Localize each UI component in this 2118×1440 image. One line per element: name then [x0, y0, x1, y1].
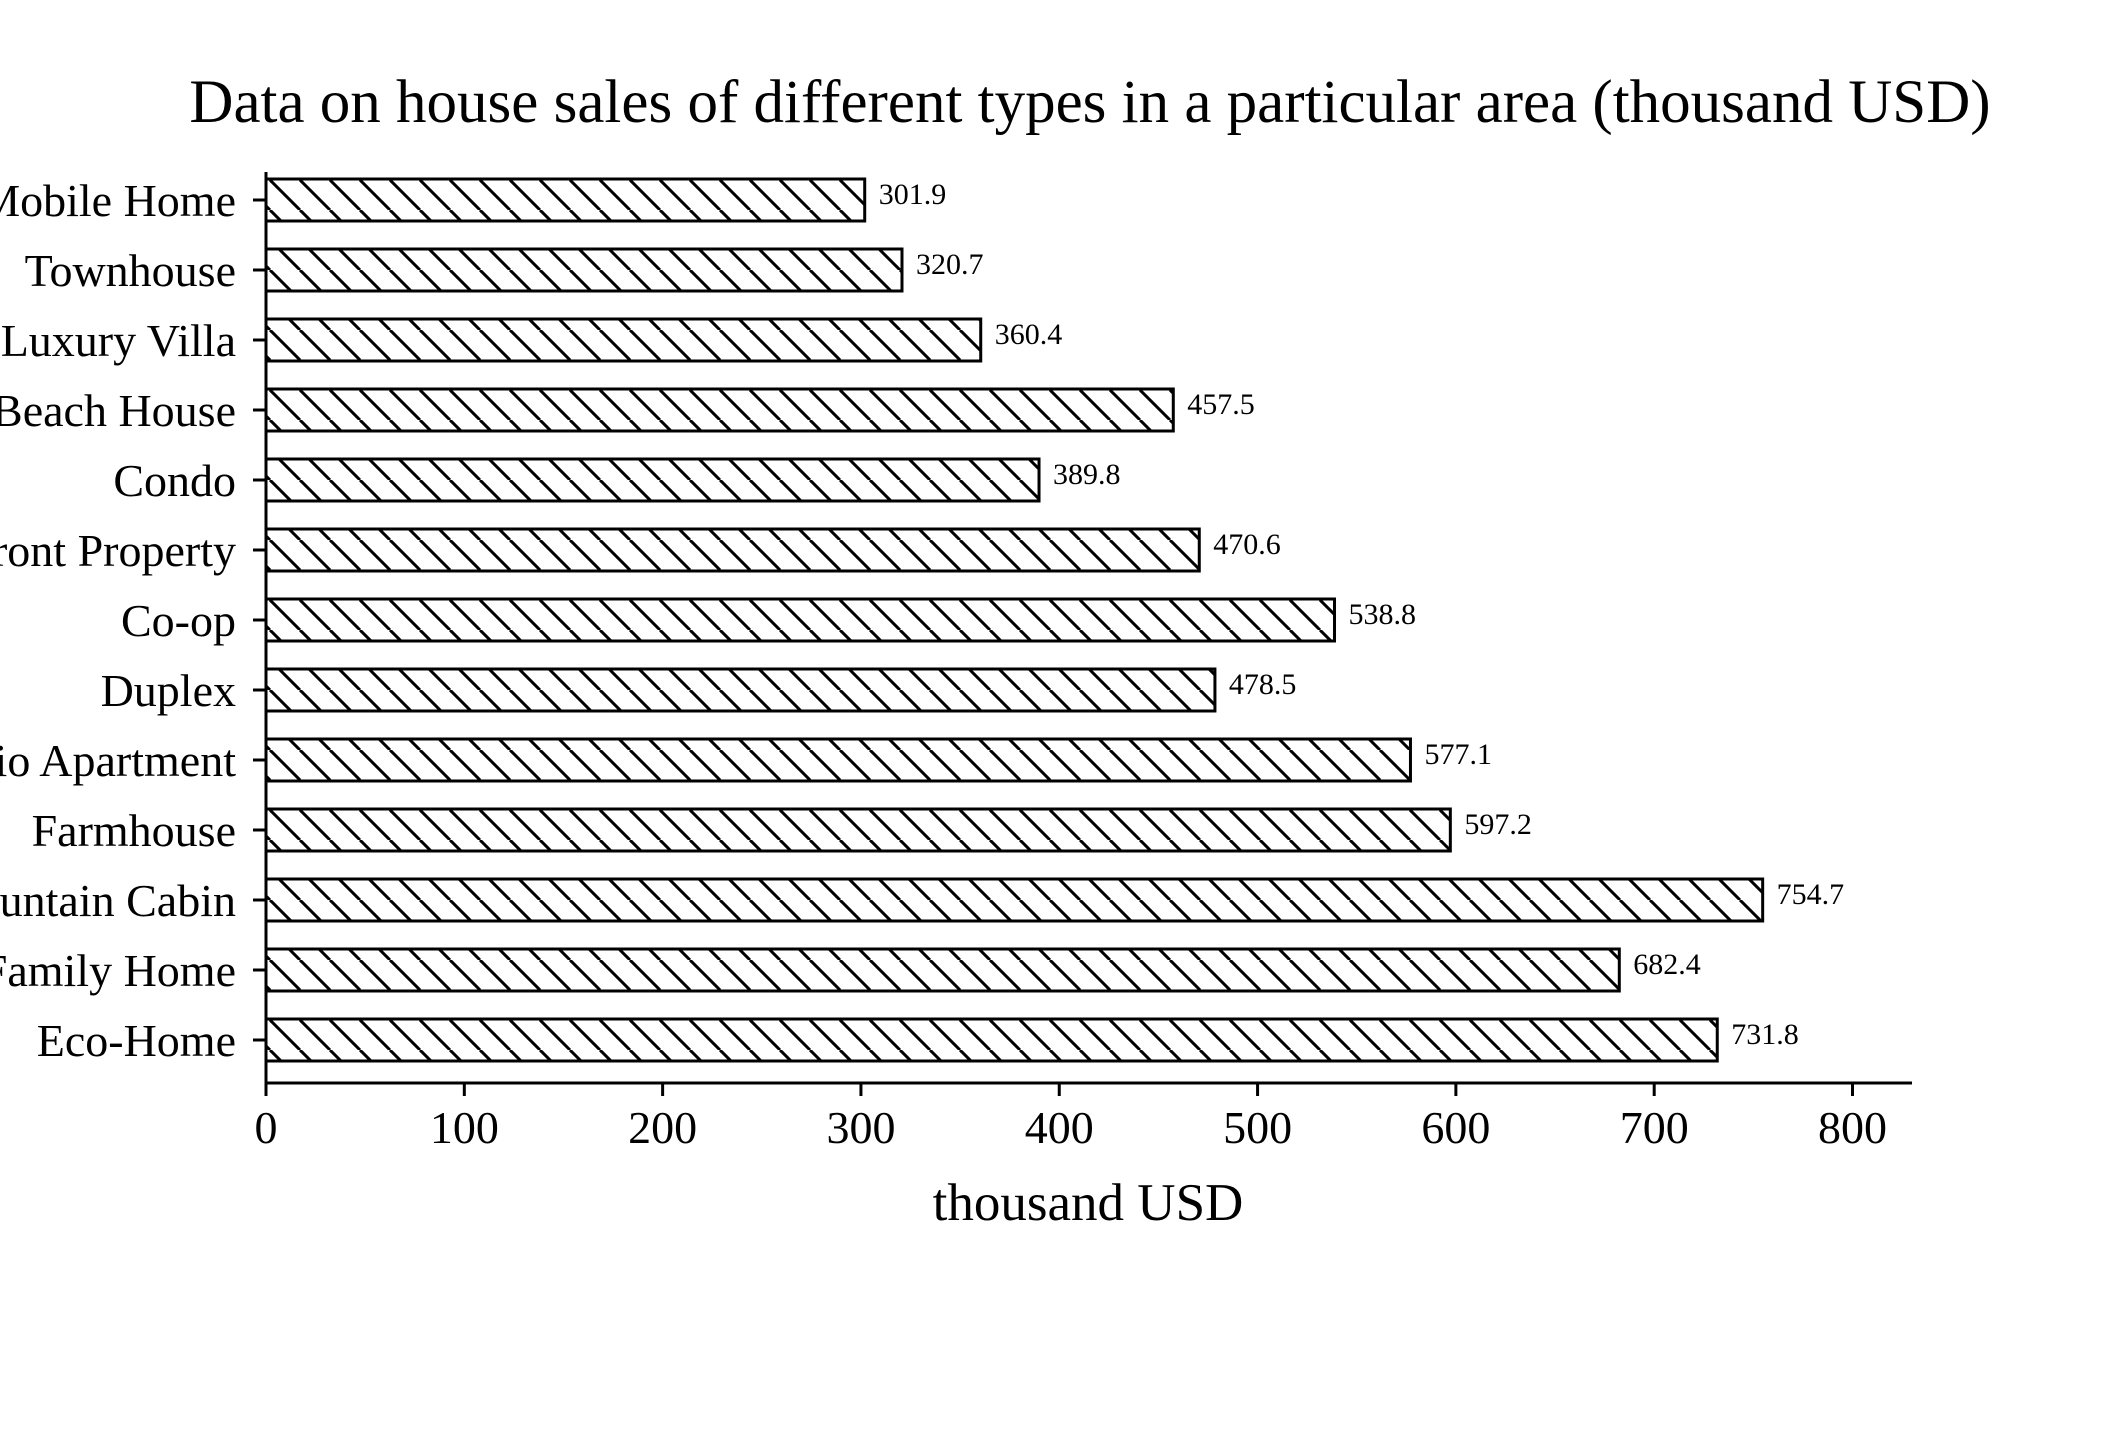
y-tick-label: Mountain Cabin: [0, 875, 236, 926]
data-label: 470.6: [1213, 528, 1281, 561]
bar: [264, 597, 1337, 643]
x-tick-label: 800: [1818, 1102, 1887, 1153]
y-tick-label: Studio Apartment: [0, 735, 236, 786]
bar: [264, 387, 1175, 433]
bar: [264, 737, 1412, 783]
bar: [264, 457, 1041, 503]
bar: [264, 807, 1452, 853]
data-label: 731.8: [1731, 1018, 1799, 1051]
y-tick-label: Duplex: [101, 665, 236, 716]
data-label: 360.4: [995, 318, 1063, 351]
data-label: 682.4: [1633, 948, 1701, 981]
bar: [264, 667, 1217, 713]
data-label: 457.5: [1187, 388, 1255, 421]
data-label: 389.8: [1053, 458, 1121, 491]
y-tick-label: Condo: [113, 455, 236, 506]
bar: [264, 947, 1621, 993]
x-tick-label: 0: [255, 1102, 278, 1153]
y-tick-label: Luxury Villa: [1, 315, 236, 366]
x-tick-label: 400: [1025, 1102, 1094, 1153]
data-label: 538.8: [1349, 598, 1417, 631]
chart-title: Data on house sales of different types i…: [189, 69, 1990, 136]
y-tick-label: Co-op: [121, 595, 236, 646]
data-label: 301.9: [879, 178, 947, 211]
data-label: 597.2: [1464, 808, 1532, 841]
x-tick-label: 100: [430, 1102, 499, 1153]
y-tick-label: Townhouse: [25, 245, 236, 296]
x-tick-label: 700: [1620, 1102, 1689, 1153]
bar: [264, 1017, 1719, 1063]
y-tick-label: Eco-Home: [37, 1015, 236, 1066]
y-tick-label: Mobile Home: [0, 175, 236, 226]
data-label: 754.7: [1777, 878, 1845, 911]
data-label: 577.1: [1424, 738, 1492, 771]
x-tick-label: 200: [628, 1102, 697, 1153]
data-label: 478.5: [1229, 668, 1297, 701]
bar: [264, 247, 904, 293]
bar: [264, 877, 1765, 923]
x-tick-label: 500: [1223, 1102, 1292, 1153]
y-tick-label: Beach House: [0, 385, 236, 436]
x-axis-label: thousand USD: [933, 1174, 1244, 1232]
plot-area: 301.9 Mobile Home 320.7 Townhouse 360.4 Luxur…: [0, 172, 1912, 1153]
bar: [264, 177, 867, 223]
y-tick-label: Single Family Home: [0, 945, 236, 996]
bar: [264, 317, 983, 363]
y-tick-label: Waterfront Property: [0, 525, 236, 576]
bar: [264, 527, 1201, 573]
y-tick-label: Farmhouse: [32, 805, 236, 856]
data-label: 320.7: [916, 248, 984, 281]
x-tick-label: 300: [826, 1102, 895, 1153]
x-tick-label: 600: [1421, 1102, 1490, 1153]
